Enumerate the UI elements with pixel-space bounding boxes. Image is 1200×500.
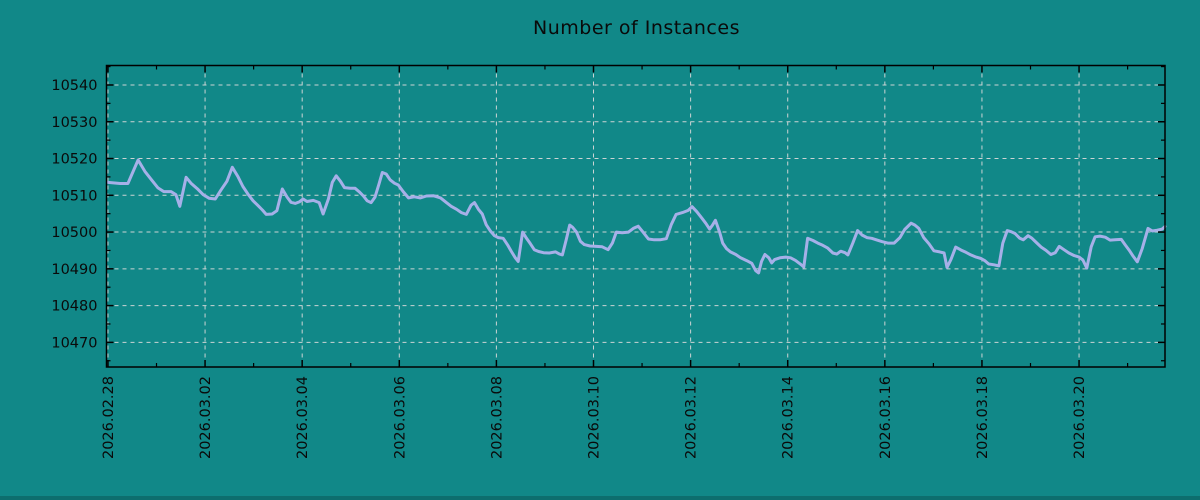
gridlines <box>106 65 1165 367</box>
x-tick-label: 2026.03.16 <box>878 376 894 459</box>
x-tick-label: 2026.03.06 <box>392 376 408 459</box>
y-tick-label: 10540 <box>51 78 97 94</box>
x-tick-label: 2026.03.14 <box>781 376 797 459</box>
tick-marks <box>106 65 1165 367</box>
x-tick-label: 2026.03.10 <box>587 376 603 459</box>
x-tick-label: 2026.03.20 <box>1072 376 1088 459</box>
y-tick-label: 10490 <box>51 262 97 278</box>
y-tick-label: 10470 <box>51 335 97 351</box>
x-tick-label: 2026.03.08 <box>489 376 505 459</box>
y-tick-label: 10480 <box>51 299 97 315</box>
x-tick-label: 2026.03.02 <box>198 376 214 459</box>
y-tick-labels: 10470 10480 10490 10500 10510 10520 10530 10540 <box>51 78 97 351</box>
y-tick-label: 10530 <box>51 115 97 131</box>
axis-border <box>105 64 1166 368</box>
y-tick-label: 10510 <box>51 188 97 204</box>
x-tick-label: 2026.03.12 <box>684 376 700 459</box>
x-tick-label: 2026.02.28 <box>101 376 117 459</box>
x-tick-label: 2026.03.04 <box>295 376 311 459</box>
x-tick-labels: 2026.02.28 2026.03.02 2026.03.04 2026.03.06… <box>101 376 1088 459</box>
y-tick-label: 10500 <box>51 225 97 241</box>
data-line <box>106 158 1167 275</box>
x-tick-label: 2026.03.18 <box>975 376 991 459</box>
chart-title: Number of Instances <box>533 17 740 39</box>
y-tick-label: 10520 <box>51 152 97 168</box>
window-bottom-edge <box>0 496 1200 500</box>
